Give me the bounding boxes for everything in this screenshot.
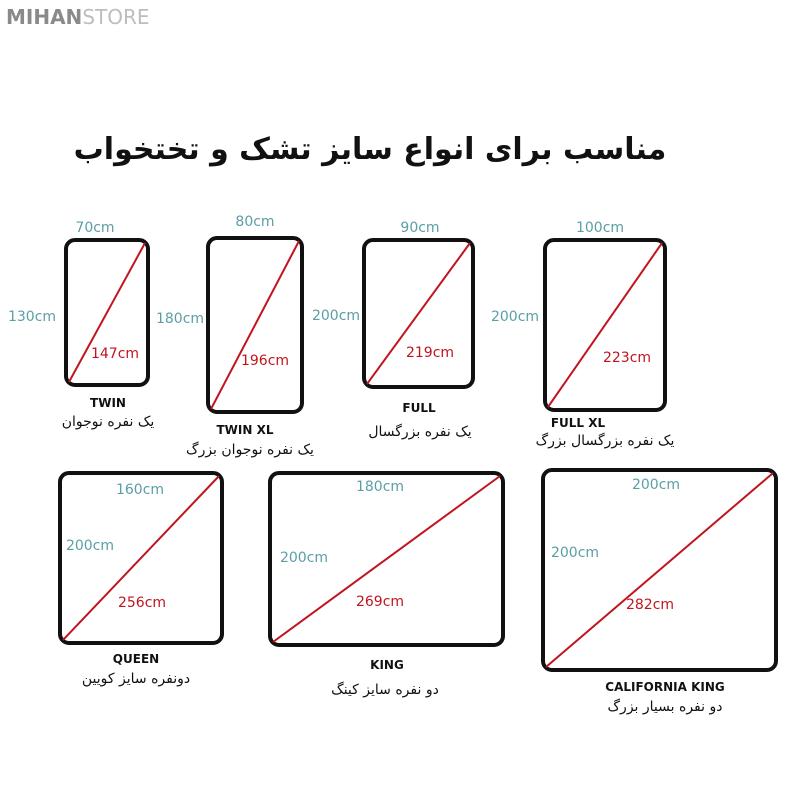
diagonal-line — [547, 242, 663, 408]
diagonal-label: 282cm — [625, 597, 675, 613]
page-title: مناسب برای انواع سایز تشک و تختخواب — [73, 132, 667, 167]
width-label: 180cm — [355, 479, 405, 495]
size-name-persian: یک نفره بزرگسال بزرگ — [535, 433, 675, 449]
width-label: 90cm — [400, 220, 440, 236]
width-label: 80cm — [235, 214, 275, 230]
mattress-outline — [541, 468, 778, 672]
mattress-outline — [268, 471, 505, 647]
mattress-outline — [64, 238, 150, 387]
watermark-logo: MIHANSTORE — [6, 5, 150, 29]
width-label: 100cm — [575, 220, 625, 236]
length-label: 200cm — [311, 308, 361, 324]
size-name: TWIN XL — [216, 423, 274, 437]
diagonal-label: 269cm — [355, 594, 405, 610]
diagonal-label: 223cm — [602, 350, 652, 366]
width-label: 70cm — [75, 220, 115, 236]
diagonal-label: 196cm — [240, 353, 290, 369]
length-label: 130cm — [7, 309, 57, 325]
size-name: CALIFORNIA KING — [605, 680, 725, 694]
size-name-persian: یک نفره بزرگسال — [368, 424, 472, 440]
size-name: TWIN — [90, 396, 126, 410]
diagonal-label: 256cm — [117, 595, 167, 611]
size-name: KING — [370, 658, 404, 672]
diagonal-line — [545, 472, 774, 668]
size-name-persian: یک نفره نوجوان — [61, 414, 155, 430]
length-label: 180cm — [155, 311, 205, 327]
width-label: 160cm — [115, 482, 165, 498]
length-label: 200cm — [279, 550, 329, 566]
width-label: 200cm — [631, 477, 681, 493]
size-name: QUEEN — [112, 652, 160, 666]
diagonal-line — [366, 242, 471, 385]
length-label: 200cm — [490, 309, 540, 325]
diagonal-line — [62, 475, 220, 641]
mattress-outline — [543, 238, 667, 412]
size-name-persian: دو نفره بسیار بزرگ — [607, 699, 723, 715]
diagonal-label: 147cm — [90, 346, 140, 362]
size-name-persian: دونفره سایز کویین — [81, 671, 191, 687]
size-name: FULL — [402, 401, 436, 415]
diagonal-line — [272, 475, 501, 643]
diagonal-line — [68, 242, 146, 383]
mattress-outline — [362, 238, 475, 389]
size-name-persian: دو نفره سایز کینگ — [331, 682, 439, 698]
length-label: 200cm — [65, 538, 115, 554]
size-name-persian: یک نفره نوجوان بزرگ — [186, 442, 314, 458]
diagonal-label: 219cm — [405, 345, 455, 361]
mattress-outline — [206, 236, 304, 414]
diagonal-line — [210, 240, 300, 410]
length-label: 200cm — [550, 545, 600, 561]
size-name: FULL XL — [550, 416, 606, 430]
mattress-outline — [58, 471, 224, 645]
